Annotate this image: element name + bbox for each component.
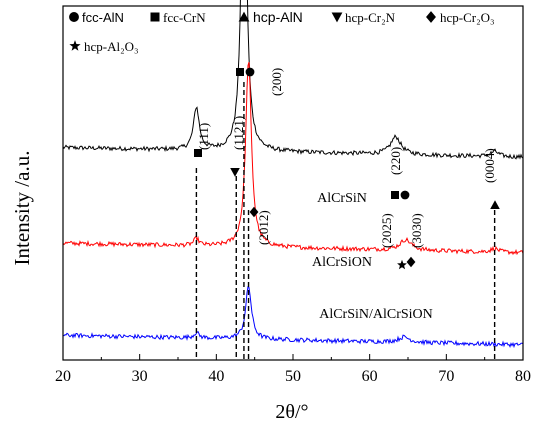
peak-label: (2012) <box>256 210 271 245</box>
peak-label: (1121) <box>231 116 246 150</box>
x-tick-label: 60 <box>362 368 378 385</box>
triangle-up-marker <box>490 200 500 209</box>
series-line-3 <box>62 285 524 349</box>
series-traces <box>62 0 524 349</box>
peak-label: (2025) <box>379 213 394 248</box>
peak-label: (0004) <box>482 148 497 183</box>
axes: 20 30 40 50 60 70 80 <box>55 5 531 385</box>
square-marker <box>391 191 399 199</box>
x-tick-label: 20 <box>55 368 71 385</box>
peak-label: (3030) <box>409 213 424 248</box>
legend-label: hcp-Cr₂O₃ <box>440 10 495 25</box>
square-marker <box>150 12 160 22</box>
legend-label: fcc-CrN <box>163 10 206 25</box>
peak-annotation-2: (1121) <box>230 116 246 177</box>
peak-annotation-5: (220) <box>388 147 410 200</box>
legend-entry-4: hcp-Cr₂N <box>331 10 396 25</box>
peak-annotations: (111) (1121) (200) (2012) (220) (2025) (3030) (… <box>194 67 500 270</box>
diamond-marker <box>249 206 259 218</box>
series-label-2: AlCrSiON <box>312 255 372 270</box>
diamond-marker <box>406 256 416 268</box>
legend-entry-2: fcc-CrN <box>150 10 206 25</box>
peak-label: (111) <box>196 123 211 150</box>
legend-label: hcp-AlN <box>253 9 303 25</box>
y-axis-label: Intensity /a.u. <box>10 151 34 266</box>
legend-entry-6: hcp-Al₂O₃ <box>69 39 139 54</box>
square-marker <box>236 68 244 76</box>
reference-lines <box>195 82 496 360</box>
circle-marker <box>69 12 79 22</box>
diamond-marker <box>426 11 436 23</box>
legend-entry-1: fcc-AlN <box>69 10 124 25</box>
x-tick-label: 30 <box>132 368 148 385</box>
peak-annotation-3: (200) <box>236 67 284 96</box>
x-tick-label: 40 <box>208 368 224 385</box>
peak-annotation-1: (111) <box>194 123 211 157</box>
peak-annotation-8: (0004) <box>482 148 500 209</box>
series-label-3: AlCrSiN/AlCrSiON <box>319 307 433 322</box>
circle-marker <box>245 67 255 77</box>
peak-annotation-7: (3030) <box>406 213 424 268</box>
circle-marker <box>400 190 410 200</box>
triangle-down-marker <box>331 12 343 23</box>
x-tick-label: 70 <box>438 368 454 385</box>
star-marker <box>69 40 81 51</box>
x-tick-label: 80 <box>515 368 531 385</box>
star-marker <box>397 259 407 270</box>
series-labels: AlCrSiN AlCrSiON AlCrSiN/AlCrSiON <box>312 191 433 322</box>
x-axis-label: 2θ/° <box>275 401 308 423</box>
triangle-up-marker <box>238 11 250 22</box>
peak-label: (200) <box>269 68 284 96</box>
series-line-1 <box>62 0 524 160</box>
legend-label: hcp-Cr₂N <box>345 10 396 25</box>
peak-annotation-4: (2012) <box>249 206 271 245</box>
series-label-1: AlCrSiN <box>317 191 367 206</box>
peak-annotation-6: (2025) <box>379 213 407 270</box>
triangle-down-marker <box>230 168 240 177</box>
series-line-2 <box>62 62 524 256</box>
square-marker <box>194 149 202 157</box>
plot-frame <box>62 5 524 361</box>
legend-entry-5: hcp-Cr₂O₃ <box>426 10 495 25</box>
legend: fcc-AlN fcc-CrN hcp-AlN hcp-Cr₂N hcp-Cr₂O₃ hc… <box>69 9 495 54</box>
legend-label: fcc-AlN <box>82 10 124 25</box>
peak-label: (220) <box>388 147 403 175</box>
legend-label: hcp-Al₂O₃ <box>84 39 139 54</box>
x-tick-label: 50 <box>285 368 301 385</box>
legend-entry-3: hcp-AlN <box>238 9 303 25</box>
